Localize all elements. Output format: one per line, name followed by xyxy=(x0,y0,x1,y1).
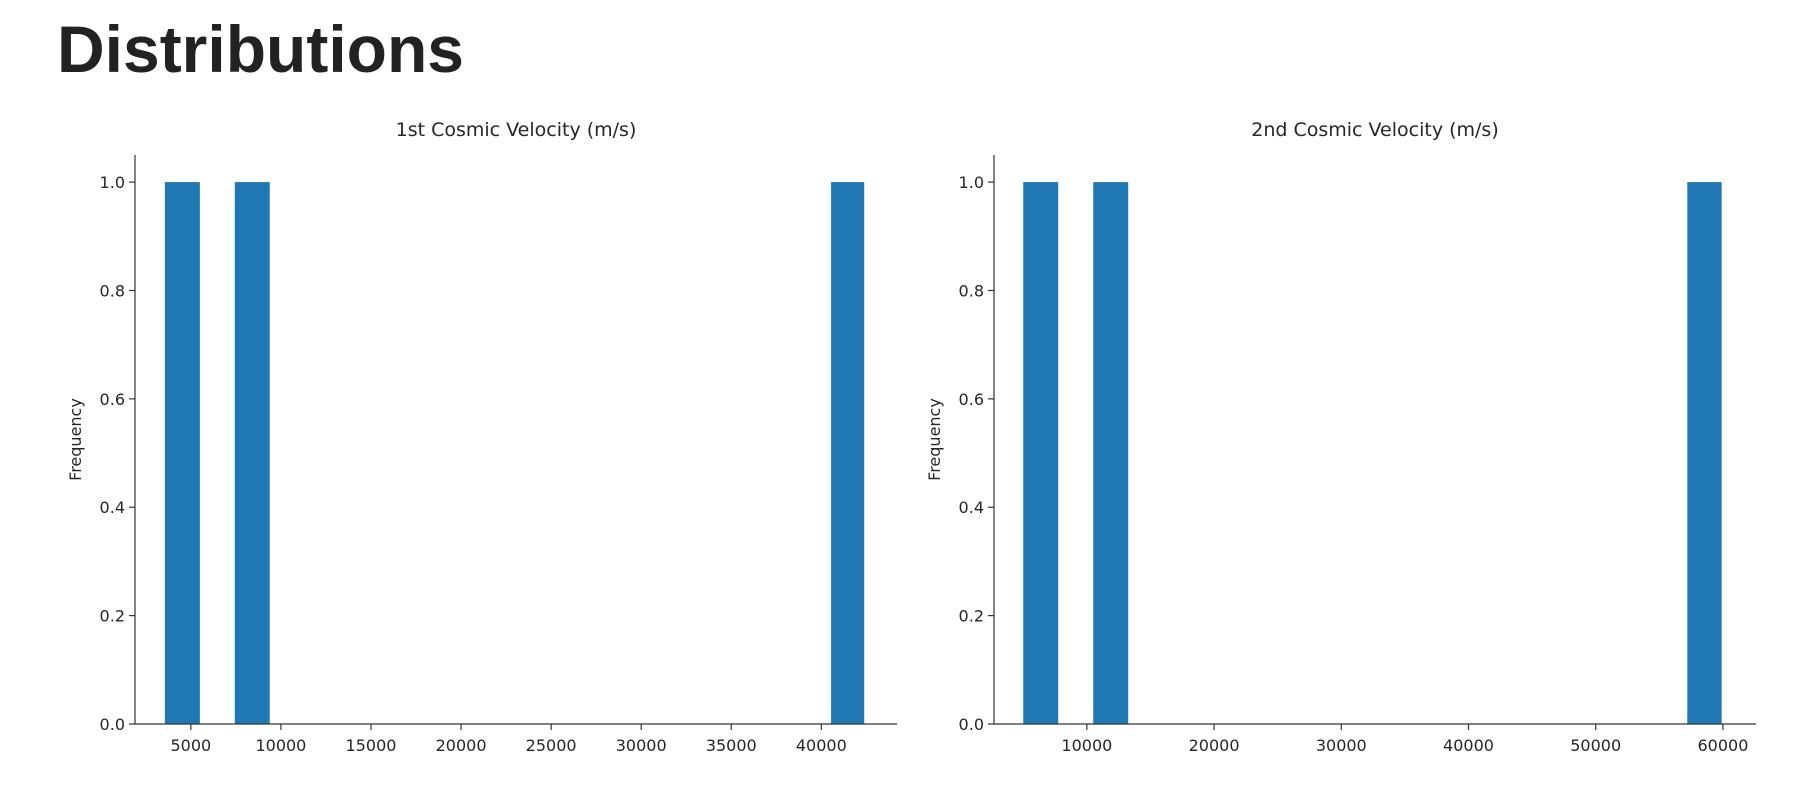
y-tick-label: 0.6 xyxy=(100,390,125,409)
x-tick-label: 30000 xyxy=(616,736,667,755)
x-tick-label: 10000 xyxy=(255,736,306,755)
x-tick-label: 35000 xyxy=(706,736,757,755)
y-tick-label: 0.4 xyxy=(959,498,984,517)
page-title: Distributions xyxy=(57,12,464,86)
chart-title: 2nd Cosmic Velocity (m/s) xyxy=(1251,119,1499,141)
y-tick-label: 1.0 xyxy=(100,173,125,192)
bar-1 xyxy=(164,182,200,725)
y-tick-label: 1.0 xyxy=(959,173,984,192)
x-tick-label: 40000 xyxy=(796,736,847,755)
y-axis-label: Frequency xyxy=(925,398,944,481)
x-tick-label: 20000 xyxy=(1189,736,1240,755)
chart-2: 0.0 0.2 0.4 0.6 0.8 1.0 10000 20000 30000 40000 50… xyxy=(925,119,1756,755)
x-tick-label: 25000 xyxy=(526,736,577,755)
y-tick-label: 0.0 xyxy=(959,715,984,734)
y-tick-label: 0.8 xyxy=(959,281,984,300)
chart-title: 1st Cosmic Velocity (m/s) xyxy=(396,119,637,141)
y-tick-label: 0.8 xyxy=(100,281,125,300)
x-tick-label: 10000 xyxy=(1061,736,1112,755)
y-tick-label: 0.4 xyxy=(100,498,125,517)
bar-1 xyxy=(1023,182,1059,725)
bar-2 xyxy=(234,182,270,725)
bar-2 xyxy=(1093,182,1129,725)
x-tick-label: 5000 xyxy=(170,736,211,755)
chart-1: 0.0 0.2 0.4 0.6 0.8 1.0 5000 10000 15000 20000 250… xyxy=(66,119,897,755)
y-tick-label: 0.2 xyxy=(100,607,125,626)
y-tick-label: 0.2 xyxy=(959,607,984,626)
bar-3 xyxy=(1687,182,1722,725)
x-tick-label: 60000 xyxy=(1697,736,1748,755)
x-tick-label: 50000 xyxy=(1570,736,1621,755)
y-axis-label: Frequency xyxy=(66,398,85,481)
x-tick-label: 30000 xyxy=(1316,736,1367,755)
y-tick-label: 0.6 xyxy=(959,390,984,409)
x-tick-label: 40000 xyxy=(1443,736,1494,755)
x-tick-label: 15000 xyxy=(346,736,397,755)
bar-3 xyxy=(831,182,865,725)
x-tick-label: 20000 xyxy=(436,736,487,755)
y-tick-label: 0.0 xyxy=(100,715,125,734)
